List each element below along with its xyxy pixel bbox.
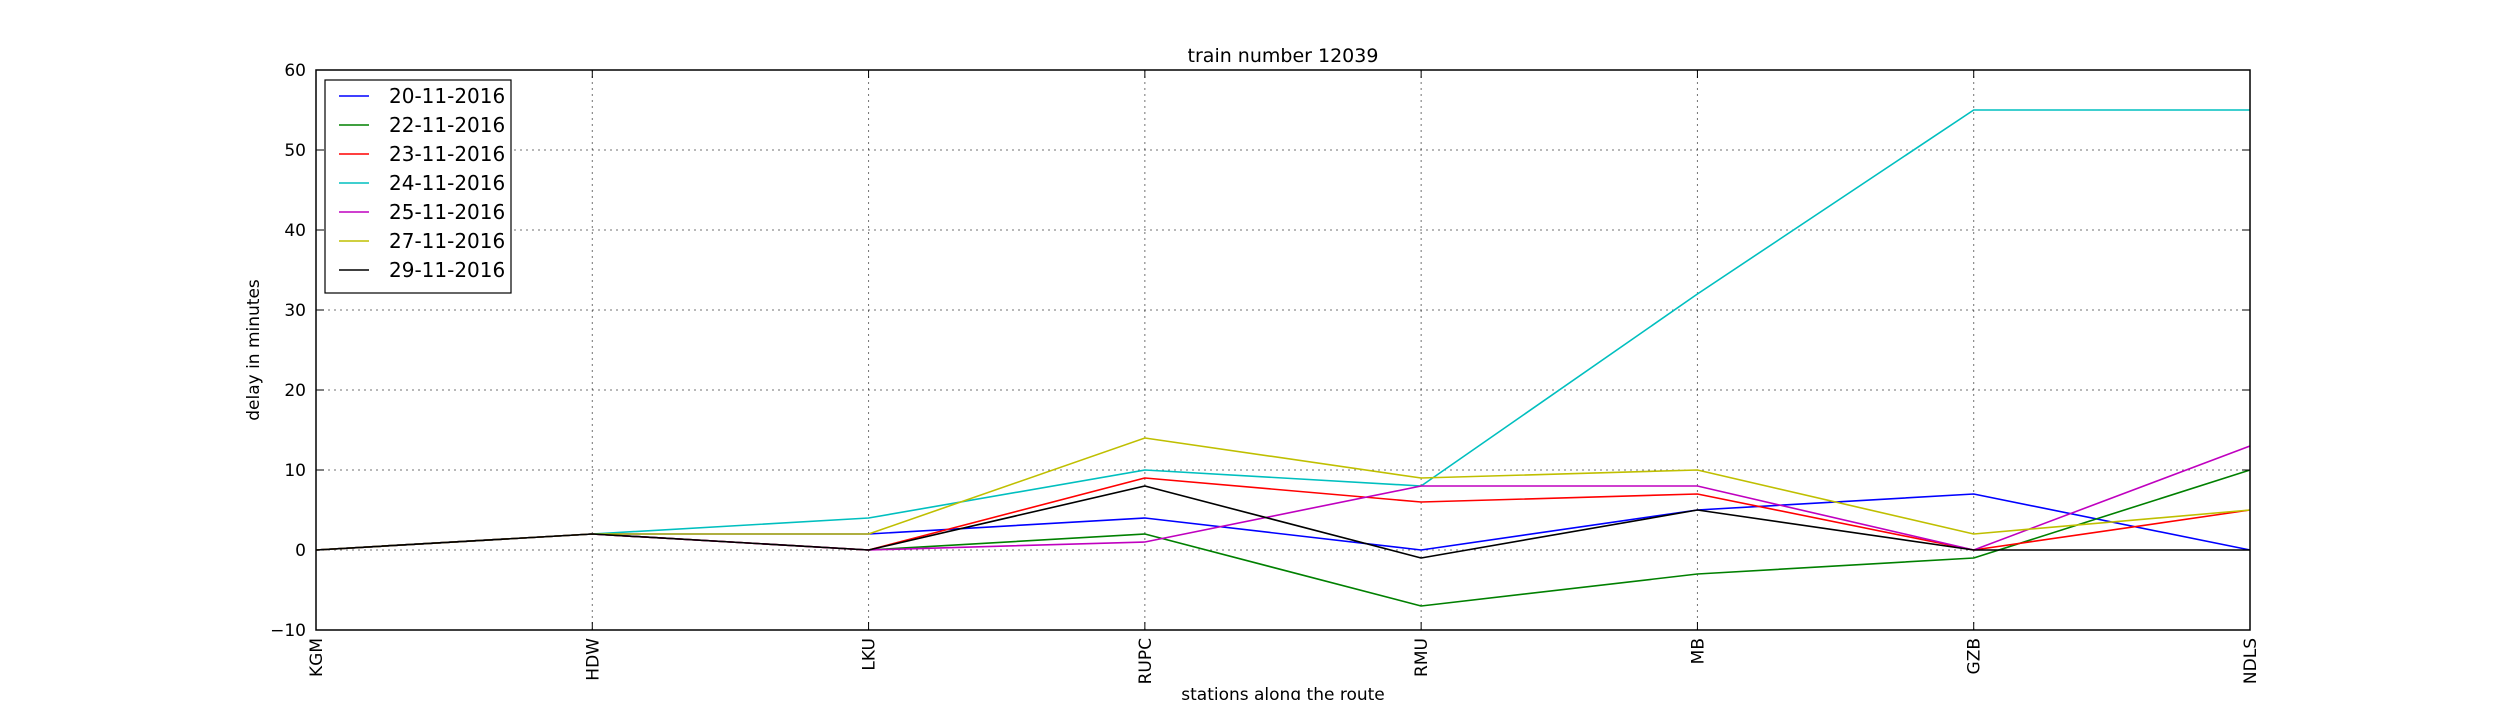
legend-label: 27-11-2016 bbox=[389, 229, 505, 253]
y-tick-label: 0 bbox=[295, 541, 306, 561]
legend-label: 25-11-2016 bbox=[389, 200, 505, 224]
legend-label: 22-11-2016 bbox=[389, 113, 505, 137]
x-tick-label: KGM bbox=[307, 638, 327, 677]
y-tick-label: 20 bbox=[284, 381, 306, 401]
chart-title: train number 12039 bbox=[1188, 45, 1379, 67]
y-axis-label: delay in minutes bbox=[244, 279, 264, 421]
y-tick-label: 30 bbox=[284, 301, 306, 321]
legend-label: 24-11-2016 bbox=[389, 171, 505, 195]
x-tick-label: RUPC bbox=[1136, 638, 1156, 684]
grid-lines bbox=[316, 70, 2250, 630]
y-axis-ticks: −10 0 10 20 30 40 50 60 bbox=[270, 61, 2250, 641]
x-tick-label: RMU bbox=[1412, 638, 1432, 677]
x-tick-label: GZB bbox=[1965, 638, 1985, 674]
legend-label: 29-11-2016 bbox=[389, 258, 505, 282]
x-tick-label: LKU bbox=[860, 638, 880, 671]
y-tick-label: 50 bbox=[284, 141, 306, 161]
legend-label: 20-11-2016 bbox=[389, 84, 505, 108]
legend-box bbox=[324, 79, 512, 294]
y-tick-label: −10 bbox=[270, 621, 306, 641]
x-axis-ticks: KGM HDW LKU RUPC RMU MB GZB NDLS bbox=[307, 70, 2261, 684]
x-tick-label: MB bbox=[1688, 638, 1708, 664]
y-tick-label: 10 bbox=[284, 461, 306, 481]
legend: 20-11-2016 22-11-2016 23-11-2016 24-11-2016… bbox=[324, 79, 512, 294]
x-tick-label: HDW bbox=[583, 638, 603, 681]
x-axis-label: stations along the route bbox=[1181, 685, 1385, 700]
x-tick-label: NDLS bbox=[2241, 638, 2261, 684]
series-lines bbox=[315, 109, 2251, 607]
plot-area-border bbox=[315, 69, 2251, 631]
legend-label: 23-11-2016 bbox=[389, 142, 505, 166]
series-line bbox=[315, 485, 2250, 559]
y-tick-label: 40 bbox=[284, 221, 306, 241]
series-line bbox=[315, 437, 2251, 551]
y-tick-label: 60 bbox=[284, 61, 306, 81]
series-line bbox=[315, 109, 2250, 551]
